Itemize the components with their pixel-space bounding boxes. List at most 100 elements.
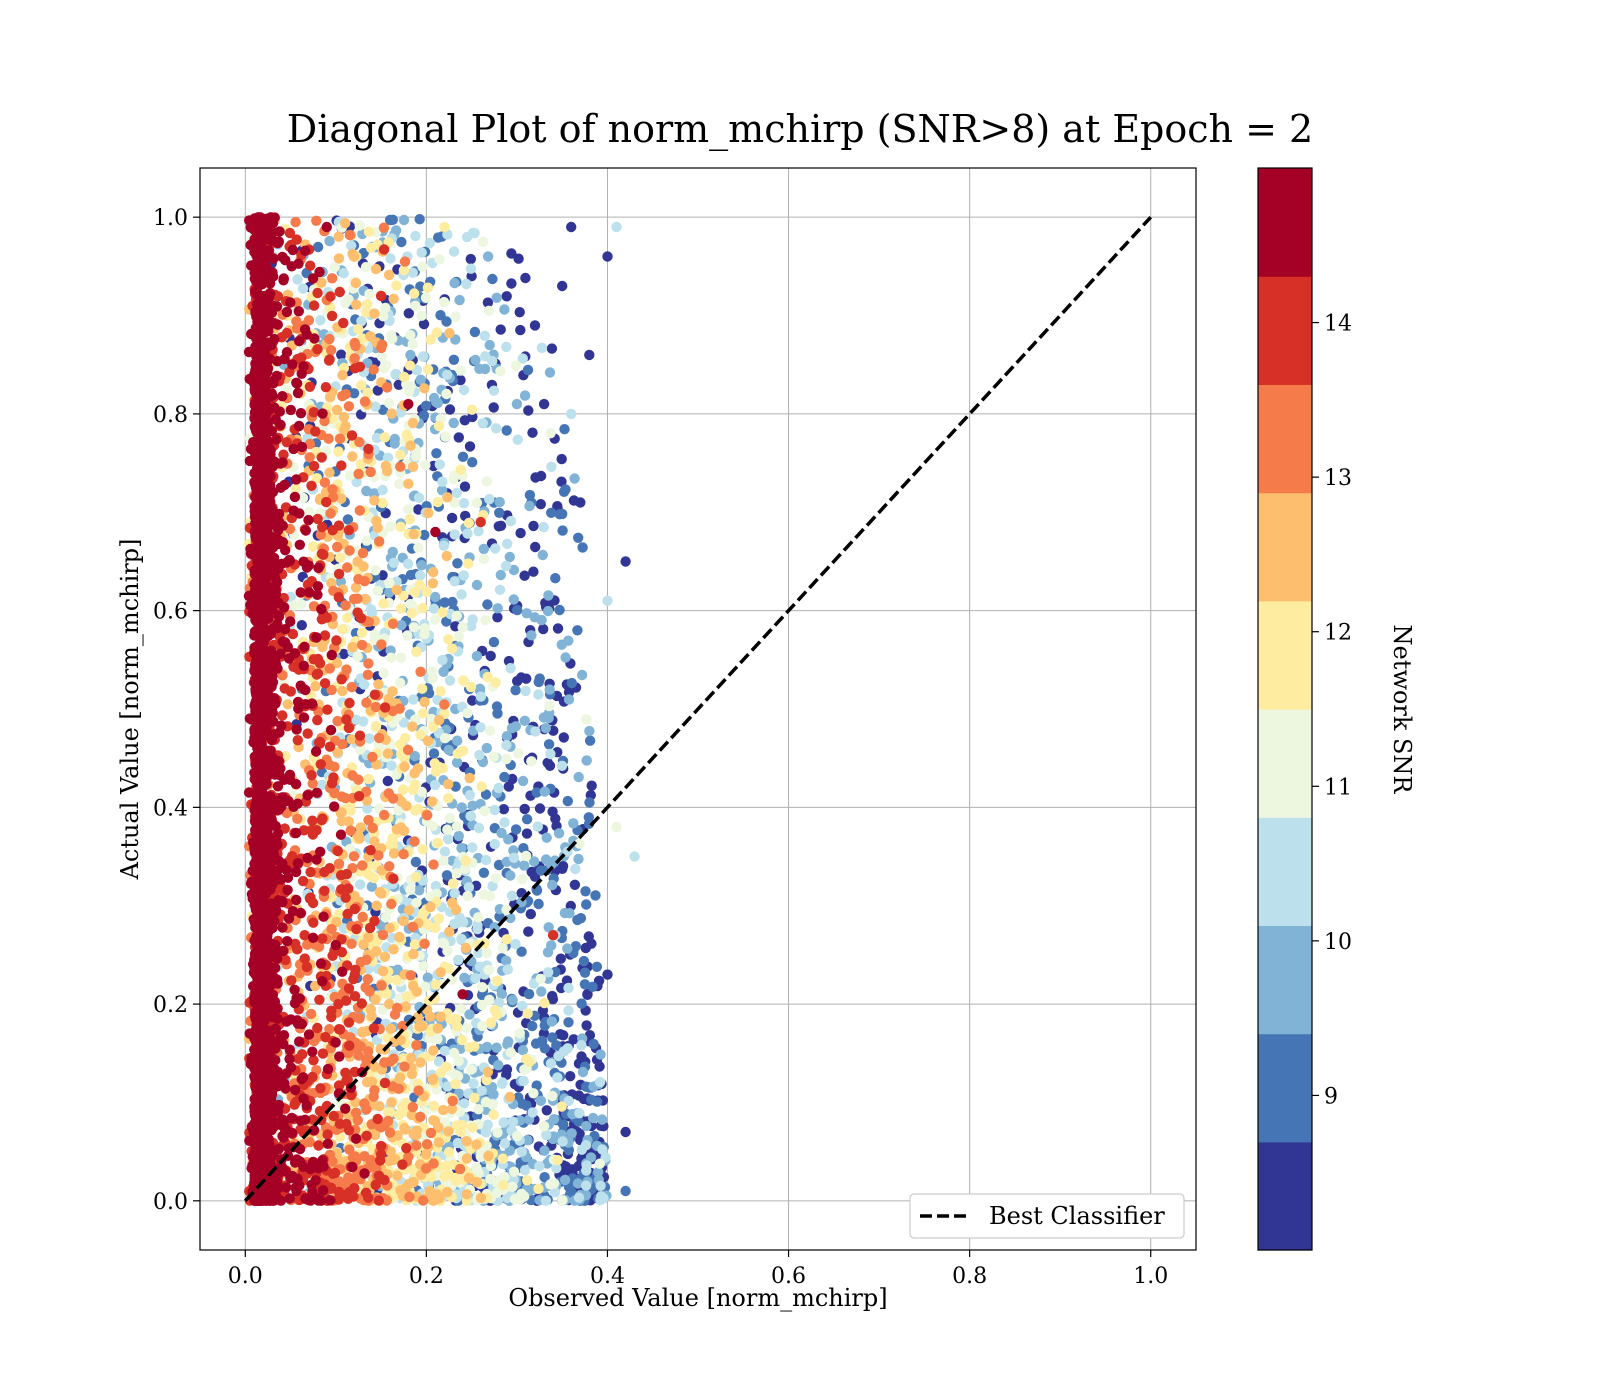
scatter-point [395, 521, 406, 532]
scatter-point [362, 387, 373, 398]
scatter-point [590, 890, 601, 901]
scatter-point [327, 525, 338, 536]
scatter-point [602, 595, 613, 606]
scatter-point [533, 1183, 544, 1195]
scatter-point [441, 870, 453, 881]
scatter-point [350, 277, 362, 289]
scatter-point [433, 420, 445, 432]
scatter-point [361, 485, 372, 497]
scatter-point [399, 1061, 410, 1072]
scatter-point [501, 753, 512, 765]
scatter-point [389, 438, 400, 449]
scatter-point [322, 1129, 333, 1140]
scatter-point [415, 1057, 426, 1068]
scatter-point [349, 353, 360, 364]
scatter-point [514, 307, 525, 318]
scatter-point [405, 970, 416, 981]
scatter-point [531, 787, 542, 798]
scatter-point [409, 750, 420, 762]
scatter-point [386, 408, 397, 419]
scatter-point [425, 334, 436, 345]
scatter-point [317, 933, 328, 944]
scatter-point [464, 1042, 475, 1053]
scatter-point [430, 979, 442, 990]
scatter-point [404, 514, 415, 525]
scatter-point [297, 875, 309, 887]
scatter-point [467, 457, 478, 468]
scatter-point [370, 720, 382, 732]
scatter-point [575, 497, 586, 508]
scatter-point [343, 722, 355, 734]
scatter-point [387, 333, 398, 344]
scatter-point [344, 229, 356, 241]
scatter-point [574, 1108, 585, 1119]
scatter-point [384, 1127, 396, 1138]
scatter-point [566, 1128, 577, 1139]
scatter-point [270, 414, 281, 425]
scatter-point [361, 1130, 372, 1142]
scatter-point [374, 1101, 385, 1112]
scatter-point [482, 251, 494, 262]
scatter-point [581, 1165, 592, 1176]
scatter-point [451, 1021, 463, 1032]
scatter-point [466, 1064, 477, 1075]
scatter-point [364, 922, 376, 934]
scatter-point [443, 793, 454, 804]
scatter-point [439, 699, 450, 710]
scatter-point [490, 543, 501, 554]
scatter-point [556, 1101, 567, 1112]
scatter-point [413, 492, 425, 503]
scatter-point [510, 824, 522, 835]
scatter-point [596, 1191, 607, 1202]
scatter-point [549, 1187, 561, 1198]
scatter-point [354, 436, 365, 448]
scatter-point [337, 390, 348, 402]
scatter-point [324, 467, 335, 478]
scatter-point [340, 792, 351, 804]
scatter-point [520, 272, 531, 284]
scatter-point [516, 946, 527, 957]
scatter-point [422, 972, 433, 983]
scatter-point [421, 586, 432, 597]
scatter-point [419, 529, 430, 541]
scatter-point [277, 391, 288, 402]
scatter-point [490, 872, 502, 884]
scatter-point [453, 830, 464, 842]
scatter-point [537, 549, 548, 561]
scatter-point [492, 603, 503, 614]
scatter-point [399, 1122, 410, 1134]
scatter-point [388, 944, 399, 955]
scatter-point [290, 827, 302, 839]
scatter-point [394, 677, 406, 689]
scatter-point [428, 1045, 439, 1056]
scatter-point [517, 353, 528, 364]
scatter-point [464, 1009, 475, 1020]
scatter-point [433, 714, 445, 726]
plot-area [199, 167, 1197, 1251]
scatter-point [402, 744, 414, 756]
scatter-point [301, 961, 313, 973]
scatter-point [469, 326, 481, 338]
scatter-point [506, 278, 517, 289]
scatter-point [488, 1109, 499, 1120]
scatter-point [353, 791, 365, 802]
scatter-point [399, 371, 410, 383]
scatter-point [477, 982, 488, 993]
scatter-point [365, 845, 376, 856]
scatter-point [397, 784, 409, 795]
scatter-point [439, 221, 450, 233]
scatter-point [478, 867, 490, 878]
scatter-point [488, 751, 499, 762]
scatter-point [417, 602, 428, 614]
scatter-point [332, 845, 343, 857]
scatter-point [438, 666, 449, 677]
scatter-point [602, 251, 613, 262]
scatter-point [387, 686, 398, 697]
scatter-point [485, 1017, 497, 1028]
scatter-point [310, 426, 321, 437]
scatter-point [466, 271, 477, 282]
scatter-point [369, 1085, 380, 1096]
scatter-point [348, 388, 360, 399]
scatter-point [484, 994, 495, 1005]
scatter-point [587, 1112, 599, 1124]
